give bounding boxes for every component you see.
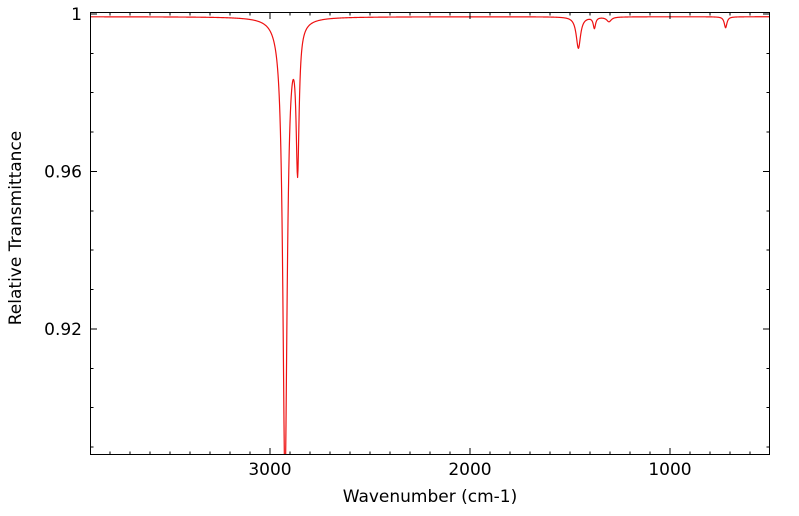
y-tick-label: 0.92 xyxy=(44,320,82,340)
plot-border xyxy=(90,12,770,455)
spectrum-line xyxy=(90,16,770,455)
x-axis-title: Wavenumber (cm-1) xyxy=(342,487,518,507)
x-tick-label: 3000 xyxy=(248,460,291,480)
x-tick-label: 1000 xyxy=(648,460,691,480)
y-tick-label: 1 xyxy=(71,5,82,25)
x-tick-label: 2000 xyxy=(448,460,491,480)
y-tick-label: 0.96 xyxy=(44,162,82,182)
